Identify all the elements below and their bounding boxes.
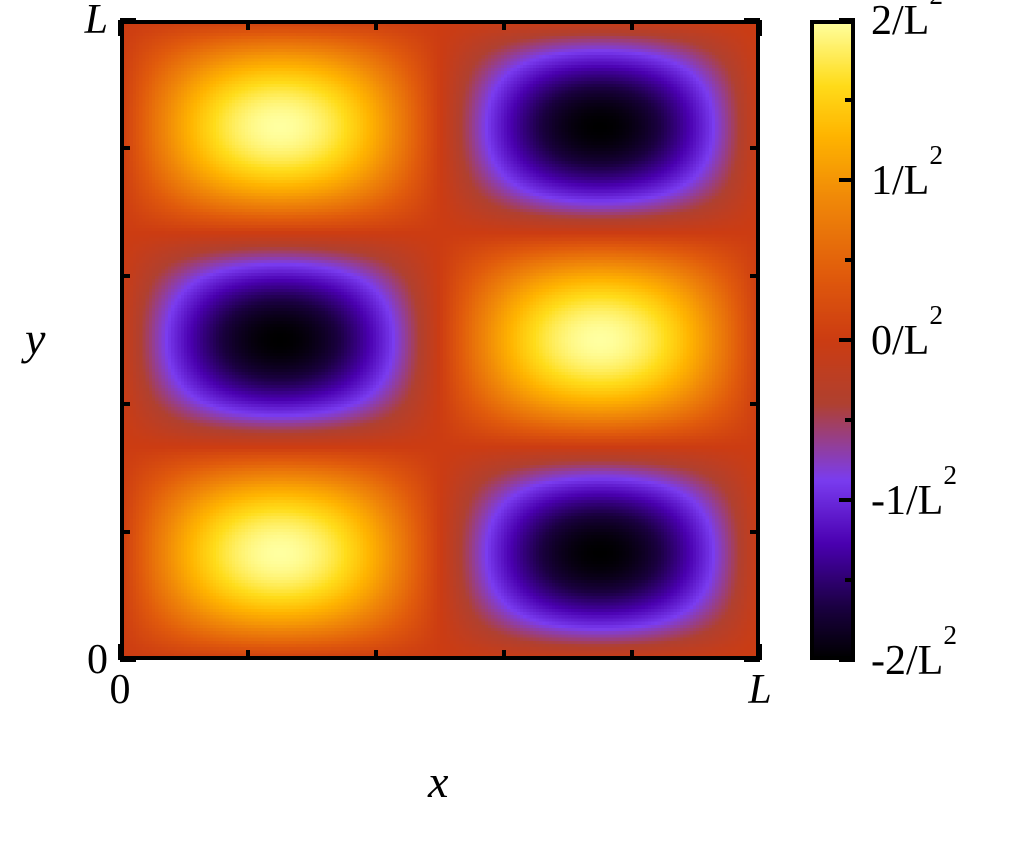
y-tick-major <box>120 658 136 662</box>
cbar-tick-label: -2/L2 <box>871 635 957 685</box>
cbar-tick-minor <box>845 418 855 422</box>
cbar-tick-major <box>839 338 855 342</box>
cbar-tick-major <box>839 178 855 182</box>
x-tick-label: L <box>748 666 771 714</box>
y-tick-minor <box>120 146 130 150</box>
x-tick-minor-top <box>502 20 506 30</box>
x-tick-minor <box>502 650 506 660</box>
x-tick-minor <box>630 650 634 660</box>
x-tick-major-top <box>118 20 122 36</box>
cbar-tick-major <box>839 658 855 662</box>
y-tick-minor-right <box>750 530 760 534</box>
heatmap-canvas <box>120 20 760 660</box>
x-tick-minor-top <box>374 20 378 30</box>
cbar-tick-minor <box>845 258 855 262</box>
y-tick-minor <box>120 402 130 406</box>
x-tick-major-top <box>758 20 762 36</box>
y-tick-minor-right <box>750 146 760 150</box>
cbar-tick-label: -1/L2 <box>871 475 957 525</box>
heatmap-figure: x y 0 L 0 L -2/L2 -1/L2 0/L2 1/L2 2/L2 <box>0 0 1024 846</box>
cbar-tick-major <box>839 498 855 502</box>
y-tick-label: L <box>85 0 108 44</box>
y-tick-major-right <box>744 18 760 22</box>
cbar-tick-minor <box>845 98 855 102</box>
y-tick-major-right <box>744 658 760 662</box>
cbar-tick-major <box>839 18 855 22</box>
y-tick-minor <box>120 530 130 534</box>
x-axis-label: x <box>428 755 448 808</box>
y-tick-minor-right <box>750 402 760 406</box>
x-tick-minor <box>374 650 378 660</box>
y-tick-label: 0 <box>87 636 108 684</box>
x-tick-minor-top <box>246 20 250 30</box>
cbar-tick-label: 1/L2 <box>871 155 943 205</box>
cbar-tick-label: 2/L2 <box>871 0 943 45</box>
x-tick-minor <box>246 650 250 660</box>
y-tick-minor-right <box>750 274 760 278</box>
cbar-tick-label: 0/L2 <box>871 315 943 365</box>
heatmap-plot <box>120 20 760 660</box>
y-tick-minor <box>120 274 130 278</box>
cbar-tick-minor <box>845 578 855 582</box>
y-axis-label: y <box>25 312 45 365</box>
x-tick-label: 0 <box>110 666 131 714</box>
x-tick-minor-top <box>630 20 634 30</box>
y-tick-major <box>120 18 136 22</box>
